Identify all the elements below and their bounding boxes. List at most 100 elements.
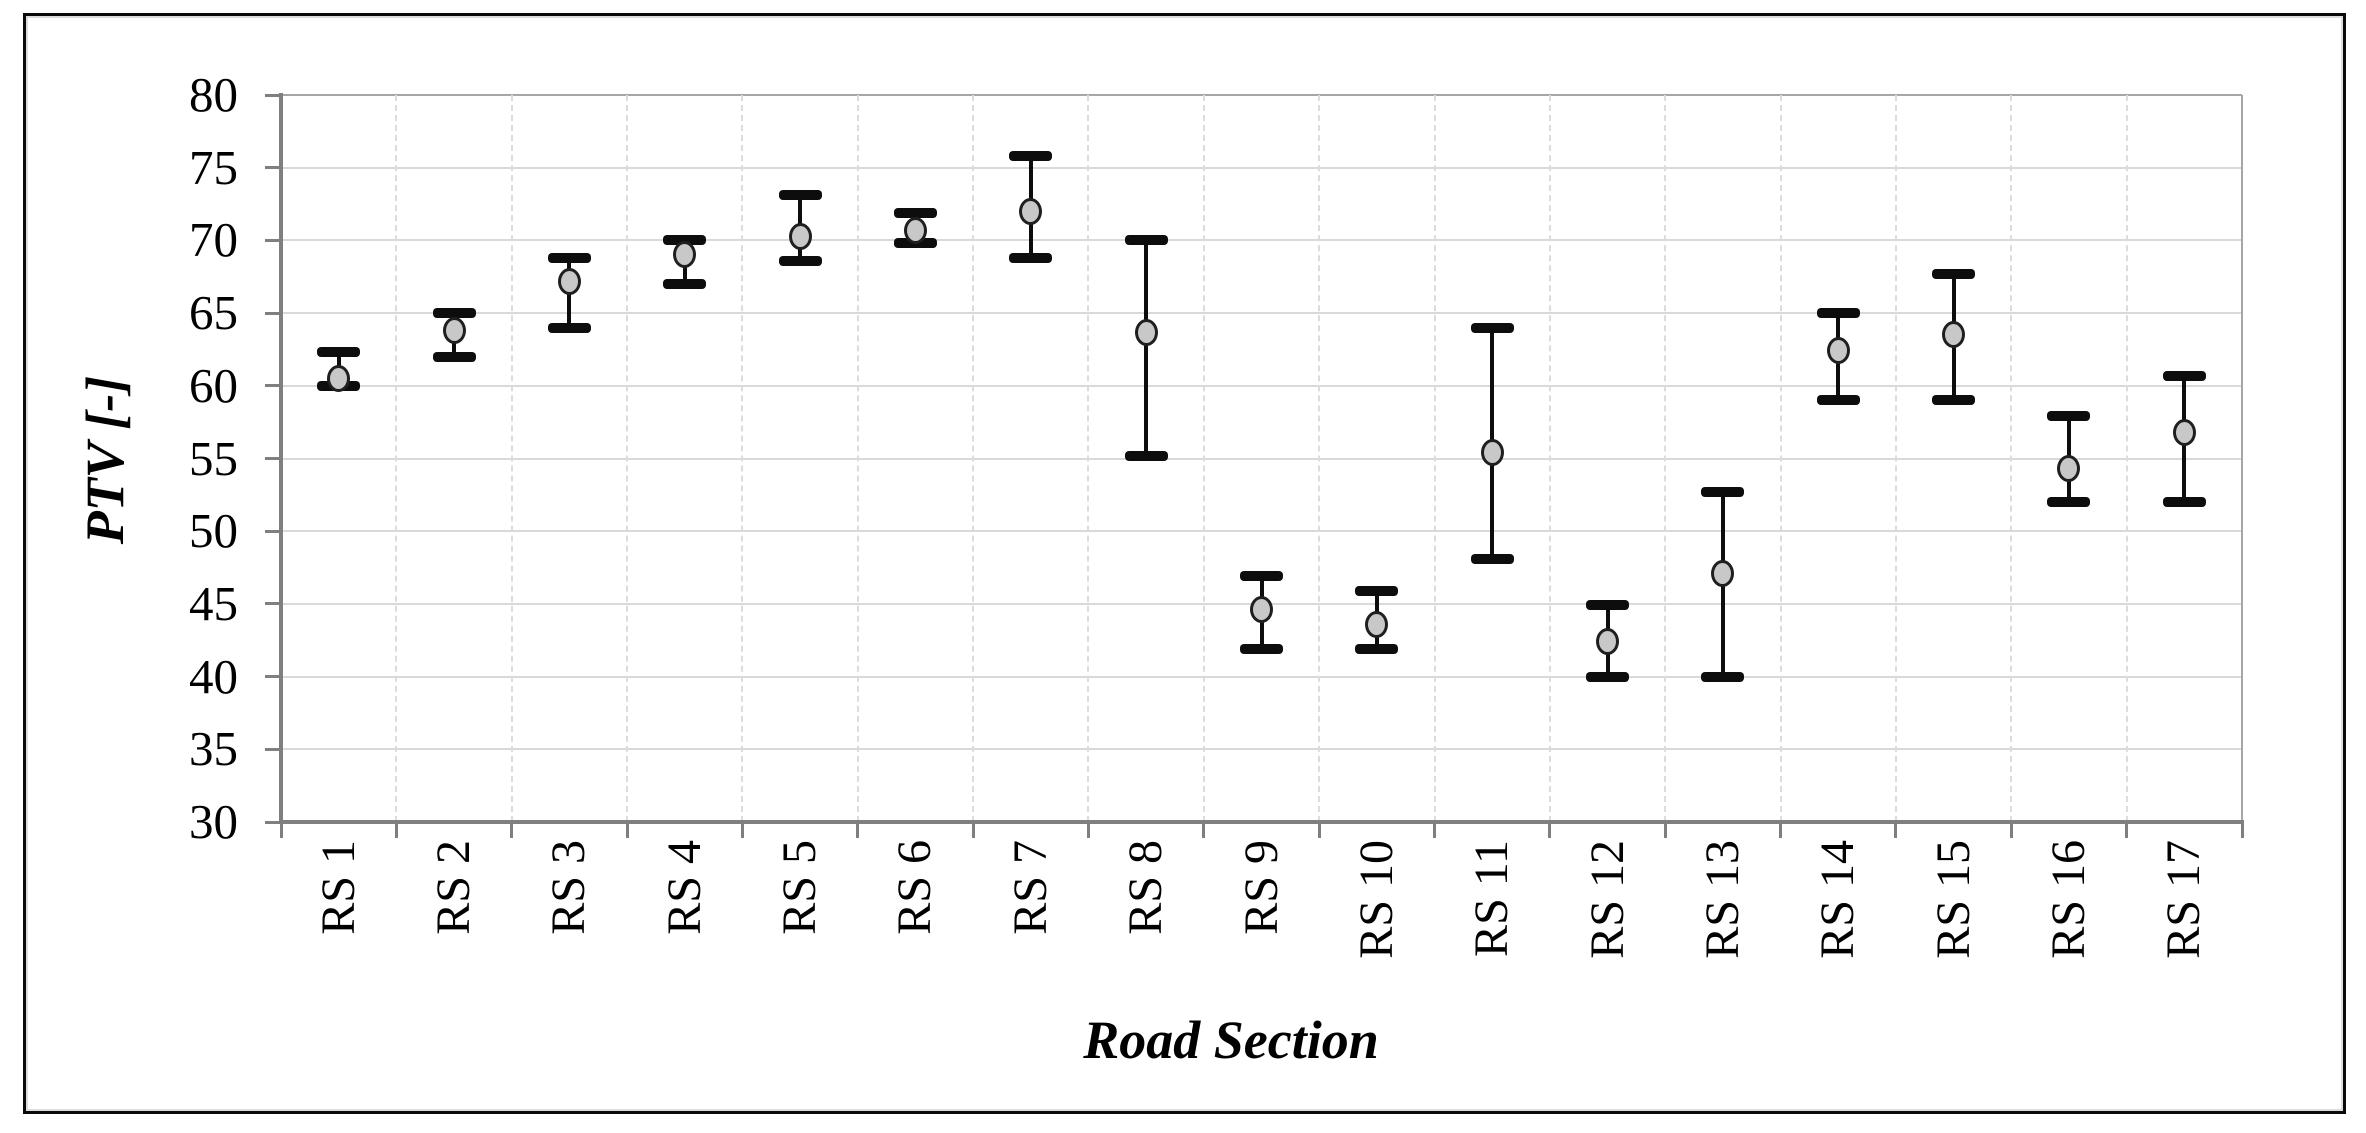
y-axis-tick [265,820,283,824]
y-axis-tick [265,238,283,242]
x-axis-line [279,820,2244,824]
y-axis-line [279,93,283,824]
y-tick-label: 65 [189,285,238,341]
x-tick-label: RS 14 [1811,840,1865,959]
y-axis-tick [265,311,283,315]
chart-frame [23,13,2346,1114]
x-tick-label: RS 10 [1349,840,1403,959]
error-bar-line [1144,240,1149,456]
error-bar-cap-top [778,190,822,201]
error-bar-cap-top [1009,151,1053,162]
gridline-vertical [1548,95,1551,822]
gridline-horizontal [281,530,2242,533]
x-axis-tick [279,822,283,838]
y-tick-label: 60 [189,357,238,413]
y-tick-label: 70 [189,212,238,268]
gridline-horizontal [281,457,2242,460]
error-bar-cap-bottom [663,279,707,290]
y-axis-tick [265,384,283,388]
x-tick-label: RS 11 [1465,840,1519,957]
y-axis-tick [265,457,283,460]
error-bar-cap-bottom [2162,497,2206,508]
y-tick-label: 35 [189,721,238,777]
gridline-vertical [510,95,513,822]
y-tick-label: 30 [189,794,238,849]
x-tick-label: RS 9 [1234,840,1288,935]
error-bar-cap-top [1470,322,1514,333]
data-point-marker [1480,439,1504,467]
y-tick-label: 75 [189,139,238,195]
data-point-marker [1711,559,1735,587]
x-tick-label: RS 7 [1003,840,1057,935]
error-bar-cap-bottom [778,255,822,266]
data-point-marker [673,241,697,269]
y-axis-tick [265,529,283,533]
y-axis-tick [265,675,283,679]
data-point-marker [1826,337,1850,365]
error-bar-cap-top [2162,370,2206,381]
y-tick-label: 55 [189,430,238,486]
error-bar-cap-top [547,252,591,263]
x-tick-label: RS 8 [1119,840,1173,935]
data-point-marker [557,267,581,295]
x-tick-label: RS 4 [657,840,711,935]
error-bar-cap-top [1124,235,1168,246]
x-axis-tick [510,822,514,838]
x-tick-label: RS 16 [2041,840,2095,959]
gridline-vertical [626,95,629,822]
x-tick-label: RS 3 [542,840,596,935]
error-bar-cap-bottom [1240,643,1283,654]
gridline-vertical [1664,95,1667,822]
gridline-vertical [1779,95,1782,822]
error-bar-cap-top [1701,486,1745,497]
x-axis-tick [1202,822,1206,838]
y-axis-tick [265,747,283,751]
y-axis-title: PTV [-] [75,375,135,545]
gridline-horizontal [281,166,2242,169]
x-axis-tick [625,822,629,838]
error-bar-cap-bottom [1470,553,1514,564]
gridline-vertical [1087,95,1090,822]
data-point-marker [1596,628,1620,656]
error-bar-cap-bottom [1124,450,1168,461]
gridline-horizontal [281,384,2242,387]
x-tick-label: RS 15 [1926,840,1980,959]
error-bar-cap-top [317,347,361,358]
gridline-vertical [1318,95,1321,822]
error-bar-cap-bottom [2047,497,2091,508]
data-point-marker [1365,610,1389,638]
error-bar-cap-top [1355,585,1399,596]
gridline-vertical [1202,95,1205,822]
error-bar-cap-bottom [1355,643,1399,654]
x-tick-label: RS 2 [427,840,481,935]
x-axis-tick [740,822,744,838]
y-axis-tick [265,166,283,170]
error-bar-cap-bottom [432,351,476,362]
x-tick-label: RS 17 [2157,840,2211,959]
data-point-marker [1019,197,1043,225]
gridline-horizontal [281,748,2242,751]
x-axis-tick [1086,822,1090,838]
error-bar-cap-bottom [1816,395,1860,406]
error-bar-cap-top [1932,268,1976,279]
data-point-marker [327,365,351,393]
data-point-marker [1942,321,1966,349]
x-axis-tick [2240,822,2244,838]
error-bar-cap-top [663,235,707,246]
error-bar-cap-bottom [1586,671,1630,682]
x-axis-tick [971,822,975,838]
data-point-marker [1134,318,1158,346]
data-point-marker [788,222,812,250]
y-axis-tick [265,93,283,97]
data-point-marker [903,216,927,244]
x-tick-label: RS 13 [1695,840,1749,959]
error-bar-cap-bottom [547,322,591,333]
error-bar-cap-top [893,207,937,218]
y-tick-label: 80 [189,67,238,122]
x-axis-tick [2009,822,2013,838]
y-tick-label: 50 [189,503,238,559]
x-axis-tick [1663,822,1667,838]
error-bar-cap-top [1816,308,1860,319]
gridline-vertical [741,95,744,822]
x-axis-title: Road Section [1083,1010,1379,1070]
